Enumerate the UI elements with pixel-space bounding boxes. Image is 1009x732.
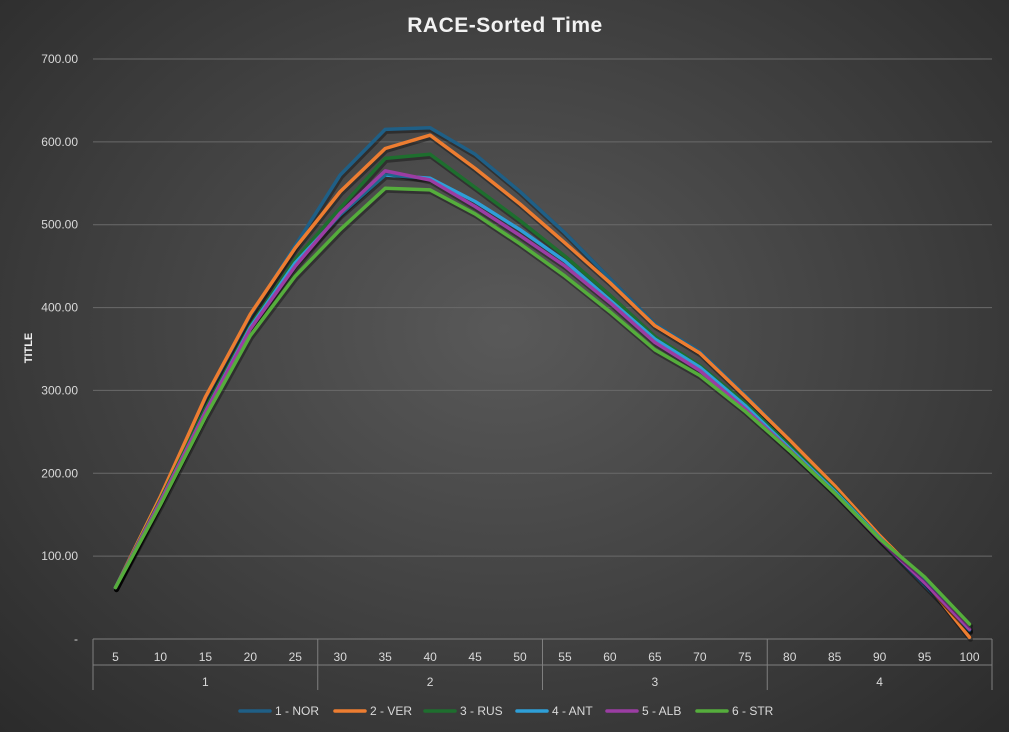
x-tick-label: 100 bbox=[960, 650, 980, 664]
x-group-label: 1 bbox=[202, 675, 209, 689]
series-line-2 bbox=[113, 133, 972, 640]
y-tick-label: 200.00 bbox=[41, 466, 78, 480]
legend-label: 3 - RUS bbox=[460, 704, 503, 718]
series-line-6 bbox=[113, 186, 972, 626]
x-group-label: 4 bbox=[876, 675, 883, 689]
series-lines bbox=[113, 126, 973, 642]
legend-label: 4 - ANT bbox=[552, 704, 593, 718]
y-tick-label: 300.00 bbox=[41, 383, 78, 397]
x-tick-label: 80 bbox=[783, 650, 797, 664]
x-tick-label: 70 bbox=[693, 650, 707, 664]
x-group-label: 3 bbox=[652, 675, 659, 689]
x-tick-label: 40 bbox=[423, 650, 437, 664]
legend-label: 5 - ALB bbox=[642, 704, 681, 718]
legend: 1 - NOR 2 - VER 3 - RUS 4 - ANT 5 - ALB 6 - S… bbox=[238, 704, 774, 718]
x-tick-label: 65 bbox=[648, 650, 662, 664]
legend-label: 6 - STR bbox=[732, 704, 774, 718]
y-tick-label: 400.00 bbox=[41, 301, 78, 315]
chart-title: RACE-Sorted Time bbox=[407, 14, 602, 37]
x-tick-label: 55 bbox=[558, 650, 572, 664]
legend-label: 2 - VER bbox=[370, 704, 412, 718]
x-tick-label: 25 bbox=[289, 650, 303, 664]
x-tick-label: 85 bbox=[828, 650, 842, 664]
x-tick-label: 10 bbox=[154, 650, 168, 664]
x-axis: 5 10 15 20 25 30 35 40 45 50 55 60 65 70 75 80 85 90 95 100… bbox=[92, 638, 993, 690]
y-tick-label: 700.00 bbox=[41, 52, 78, 66]
legend-label: 1 - NOR bbox=[275, 704, 319, 718]
y-axis-ticks: - 100.00 200.00 300.00 400.00 500.00 600.00 700… bbox=[41, 52, 78, 646]
y-tick-label: 100.00 bbox=[41, 549, 78, 563]
y-tick-label: 500.00 bbox=[41, 218, 78, 232]
series-line-4 bbox=[113, 173, 972, 632]
x-tick-label: 35 bbox=[378, 650, 392, 664]
x-tick-label: 45 bbox=[468, 650, 482, 664]
x-tick-label: 75 bbox=[738, 650, 752, 664]
x-tick-label: 50 bbox=[513, 650, 527, 664]
x-tick-label: 60 bbox=[603, 650, 617, 664]
y-tick-label: - bbox=[74, 632, 78, 646]
y-axis-label: TITLE bbox=[23, 333, 35, 364]
x-tick-label: 90 bbox=[873, 650, 887, 664]
gridlines bbox=[93, 58, 992, 557]
x-tick-label: 20 bbox=[244, 650, 258, 664]
x-tick-label: 5 bbox=[112, 650, 119, 664]
x-tick-label: 95 bbox=[918, 650, 932, 664]
x-group-label: 2 bbox=[427, 675, 434, 689]
x-tick-label: 15 bbox=[199, 650, 213, 664]
series-shadow bbox=[114, 127, 973, 636]
y-tick-label: 600.00 bbox=[41, 135, 78, 149]
x-tick-label: 30 bbox=[334, 650, 348, 664]
series-line-1 bbox=[113, 126, 972, 633]
